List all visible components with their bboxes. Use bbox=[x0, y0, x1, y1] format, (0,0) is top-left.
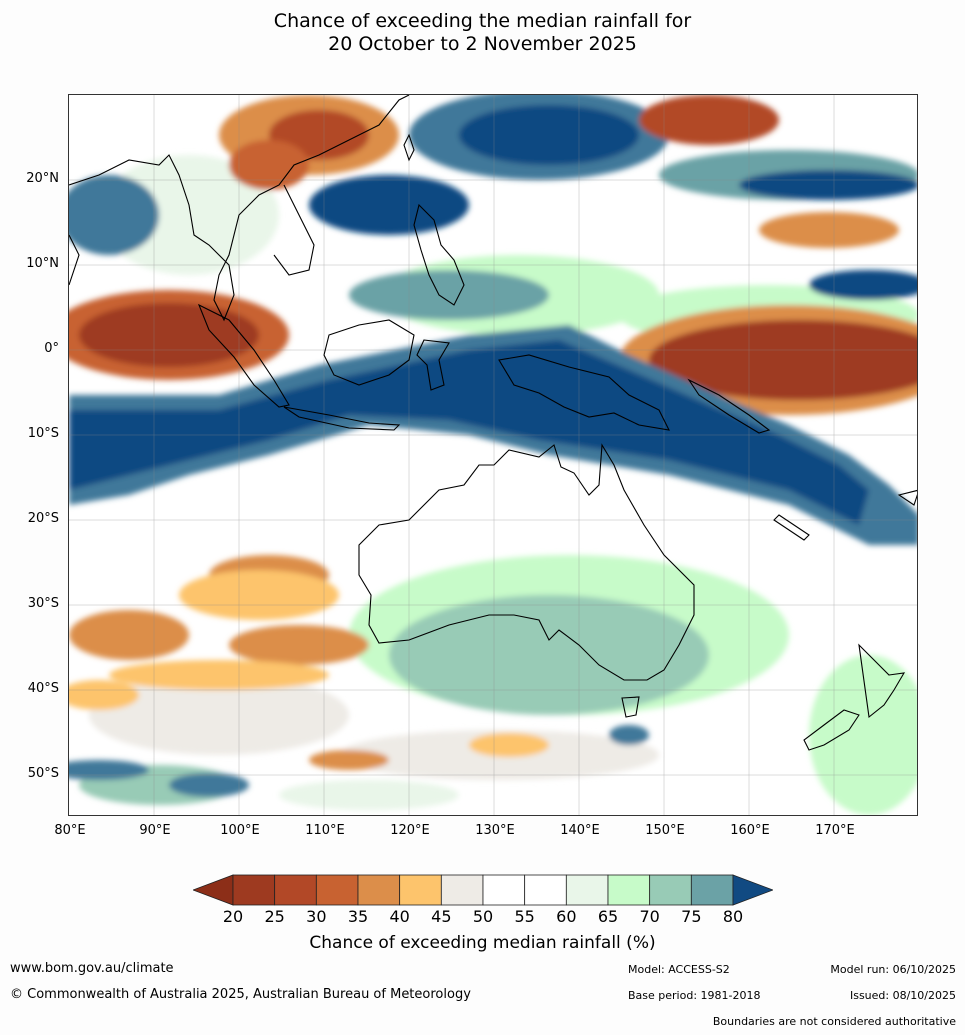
coastline-java bbox=[283, 406, 401, 431]
map-graticule bbox=[69, 95, 917, 815]
coastline-borneo bbox=[323, 319, 415, 386]
coastline-asia bbox=[69, 95, 410, 322]
coastline-india-sri-lanka bbox=[69, 234, 80, 286]
colorbar-tick-label: 75 bbox=[681, 907, 702, 926]
x-tick-110e: 110°E bbox=[305, 823, 345, 838]
colorbar-tick-label: 25 bbox=[264, 907, 285, 926]
footer-model-run: Model run: 06/10/2025 bbox=[830, 963, 956, 976]
y-tick-50s: 50°S bbox=[27, 766, 59, 781]
colorbar-tick-label: 20 bbox=[222, 907, 244, 926]
x-tick-80e: 80°E bbox=[54, 823, 86, 838]
x-tick-170e: 170°E bbox=[815, 823, 855, 838]
colorbar-cell bbox=[482, 874, 526, 906]
title-line-2: 20 October to 2 November 2025 bbox=[328, 33, 637, 55]
colorbar-tick-label: 70 bbox=[639, 907, 660, 926]
coastline-australia bbox=[358, 443, 695, 681]
x-tick-90e: 90°E bbox=[139, 823, 171, 838]
footer-disclaimer: Boundaries are not considered authoritat… bbox=[712, 1015, 956, 1028]
colorbar-cell bbox=[399, 874, 442, 906]
coastline-solomon-islands bbox=[687, 378, 771, 434]
colorbar-cell bbox=[565, 874, 609, 906]
coastline-tasmania bbox=[621, 696, 640, 718]
x-tick-140e: 140°E bbox=[560, 823, 600, 838]
colorbar-cell bbox=[315, 874, 359, 906]
x-tick-150e: 150°E bbox=[645, 823, 685, 838]
y-tick-20n: 20°N bbox=[26, 171, 59, 186]
footer-issued: Issued: 08/10/2025 bbox=[849, 989, 956, 1002]
colorbar-cell bbox=[649, 874, 692, 906]
coastline-taiwan bbox=[403, 133, 415, 162]
coastline-fiji bbox=[897, 489, 917, 506]
footer-website: www.bom.gov.au/climate bbox=[10, 961, 174, 976]
colorbar-under-arrow bbox=[193, 874, 234, 906]
colorbar-cell bbox=[607, 874, 651, 906]
coastline-indochina bbox=[273, 184, 315, 276]
footer-base-period: Base period: 1981-2018 bbox=[628, 989, 761, 1002]
colorbar-tick-label: 50 bbox=[472, 907, 494, 926]
coastline-new-guinea bbox=[498, 354, 670, 431]
colorbar-cell bbox=[357, 874, 401, 906]
coastlines bbox=[69, 95, 917, 751]
map-canvas bbox=[69, 95, 917, 815]
x-tick-160e: 160°E bbox=[730, 823, 770, 838]
footer-copyright: © Commonwealth of Australia 2025, Austra… bbox=[10, 987, 471, 1002]
colorbar-cells bbox=[232, 874, 734, 906]
colorbar-tick-label: 40 bbox=[389, 907, 410, 926]
colorbar bbox=[193, 874, 773, 906]
y-tick-40s: 40°S bbox=[27, 681, 59, 696]
colorbar-tick-label: 60 bbox=[556, 907, 577, 926]
footer-model: Model: ACCESS-S2 bbox=[628, 963, 730, 976]
colorbar-cell bbox=[524, 874, 567, 906]
y-tick-10s: 10°S bbox=[27, 426, 59, 441]
x-tick-100e: 100°E bbox=[220, 823, 260, 838]
colorbar-tick-label: 55 bbox=[514, 907, 535, 926]
rainfall-map bbox=[68, 94, 918, 816]
colorbar-cell bbox=[690, 874, 734, 906]
colorbar-tick-label: 65 bbox=[597, 907, 619, 926]
colorbar-over-arrow bbox=[732, 874, 773, 906]
colorbar-tick-label: 45 bbox=[431, 907, 452, 926]
y-tick-20s: 20°S bbox=[27, 511, 59, 526]
x-tick-120e: 120°E bbox=[390, 823, 430, 838]
colorbar-cell bbox=[232, 874, 276, 906]
coastline-new-zealand bbox=[803, 643, 906, 751]
coastline-vanuatu-new-caledonia bbox=[773, 514, 810, 541]
colorbar-tick-label: 30 bbox=[306, 907, 327, 926]
colorbar-title: Chance of exceeding median rainfall (%) bbox=[309, 933, 656, 953]
chart-title: Chance of exceeding the median rainfall … bbox=[0, 10, 965, 56]
x-tick-130e: 130°E bbox=[475, 823, 515, 838]
coastline-sulawesi bbox=[416, 339, 450, 391]
colorbar-tick-label: 35 bbox=[347, 907, 369, 926]
coastline-sumatra bbox=[197, 303, 290, 408]
coastline-philippines bbox=[413, 203, 465, 306]
colorbar-cell bbox=[440, 874, 484, 906]
y-tick-10n: 10°N bbox=[26, 256, 59, 271]
y-tick-30s: 30°S bbox=[27, 596, 59, 611]
y-tick-0: 0° bbox=[44, 341, 59, 356]
title-line-1: Chance of exceeding the median rainfall … bbox=[273, 10, 692, 32]
colorbar-cell bbox=[274, 874, 317, 906]
colorbar-tick-label: 80 bbox=[722, 907, 744, 926]
